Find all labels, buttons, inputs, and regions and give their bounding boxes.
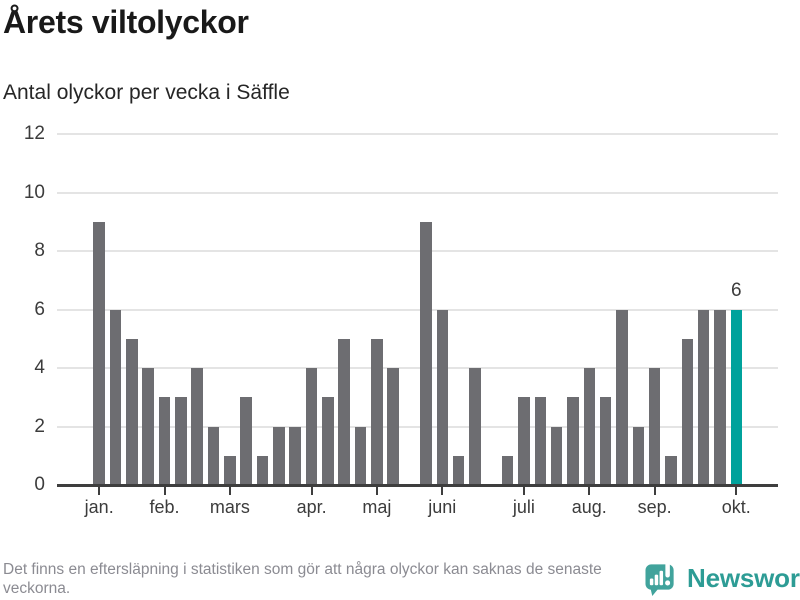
bar-week <box>158 397 171 486</box>
x-axis-tick <box>310 487 313 495</box>
gridline-y-2 <box>57 425 778 428</box>
x-axis-tick <box>375 487 378 495</box>
bar-week <box>93 221 105 486</box>
chart-subtitle: Antal olyckor per vecka i Säffle <box>3 81 290 104</box>
bar-week-highlighted <box>730 309 743 485</box>
y-axis-tick-label: 0 <box>34 474 45 495</box>
bar-week <box>518 397 530 486</box>
bar-week <box>648 368 661 485</box>
bar-week <box>305 368 318 485</box>
x-axis-tick <box>653 487 656 495</box>
newsworthy-bubble-chart-icon <box>645 561 674 596</box>
bar-week <box>109 309 122 485</box>
y-axis-tick-label: 6 <box>34 298 45 320</box>
bar-week <box>632 426 645 485</box>
bar-week <box>207 426 220 485</box>
gridline-y-10 <box>57 191 778 194</box>
y-axis-tick-label: 10 <box>23 181 45 203</box>
x-axis-tick <box>441 487 444 495</box>
bar-week <box>436 309 449 485</box>
x-axis-month-label: aug. <box>571 497 607 517</box>
bar-week <box>224 455 236 486</box>
bar-week <box>273 426 285 485</box>
x-axis-month-label: okt. <box>721 497 751 517</box>
bar-week <box>697 309 710 485</box>
bar-week <box>142 368 154 485</box>
x-axis-line <box>57 484 778 487</box>
bar-week <box>191 368 203 485</box>
x-axis-tick <box>228 487 231 495</box>
bar-week <box>240 397 252 486</box>
x-axis-tick <box>98 487 101 495</box>
x-axis-month-label: juli <box>512 497 535 517</box>
bar-week <box>126 338 138 486</box>
bar-week <box>338 338 350 486</box>
bar-week <box>420 221 432 486</box>
x-axis-tick <box>522 487 525 495</box>
newsworthy-logo: Newsworthy <box>645 559 800 597</box>
x-axis-month-label: apr. <box>296 497 327 517</box>
bar-week <box>550 426 563 485</box>
bar-week <box>665 455 677 486</box>
bar-week <box>371 338 383 486</box>
bar-week <box>583 368 596 485</box>
gridline-y-4 <box>57 367 778 369</box>
bar-week <box>501 455 514 486</box>
bar-week <box>354 426 367 485</box>
x-axis-tick <box>735 487 738 495</box>
bar-week <box>469 368 481 485</box>
bar-week <box>534 397 547 486</box>
x-axis-month-label: mars <box>209 497 250 517</box>
x-axis-tick <box>588 487 591 495</box>
y-axis-tick-label: 8 <box>34 240 45 261</box>
bar-week <box>714 309 726 485</box>
x-axis-month-label: sep. <box>637 497 672 517</box>
y-axis-tick-label: 2 <box>34 415 45 437</box>
y-axis-tick-label: 4 <box>34 357 45 378</box>
bar-week <box>256 455 269 486</box>
bar-week <box>175 397 187 486</box>
bar-week <box>387 368 399 485</box>
y-axis-tick-label: 12 <box>23 123 45 144</box>
gridline-y-6 <box>57 308 778 311</box>
bar-week <box>289 426 301 485</box>
x-axis-month-label: maj <box>362 497 392 517</box>
bar-week <box>681 338 694 486</box>
bar-week <box>322 397 334 486</box>
chart-title: Årets viltolyckor <box>3 4 249 40</box>
x-axis-month-label: feb. <box>149 497 180 517</box>
x-axis-month-label: jan. <box>84 497 114 517</box>
gridline-y-8 <box>57 250 778 252</box>
gridline-y-12 <box>57 133 778 135</box>
chart-footnote: Det finns en eftersläpning i statistiken… <box>3 561 602 597</box>
x-axis-tick <box>163 487 166 495</box>
bar-week <box>452 455 465 486</box>
bar-week <box>567 397 579 486</box>
x-axis-month-label: juni <box>428 497 457 517</box>
bar-week <box>616 309 628 485</box>
highlighted-bar-value-label: 6 <box>731 279 742 301</box>
bar-week <box>599 397 612 486</box>
newsworthy-wordmark: Newsworthy <box>687 562 800 593</box>
